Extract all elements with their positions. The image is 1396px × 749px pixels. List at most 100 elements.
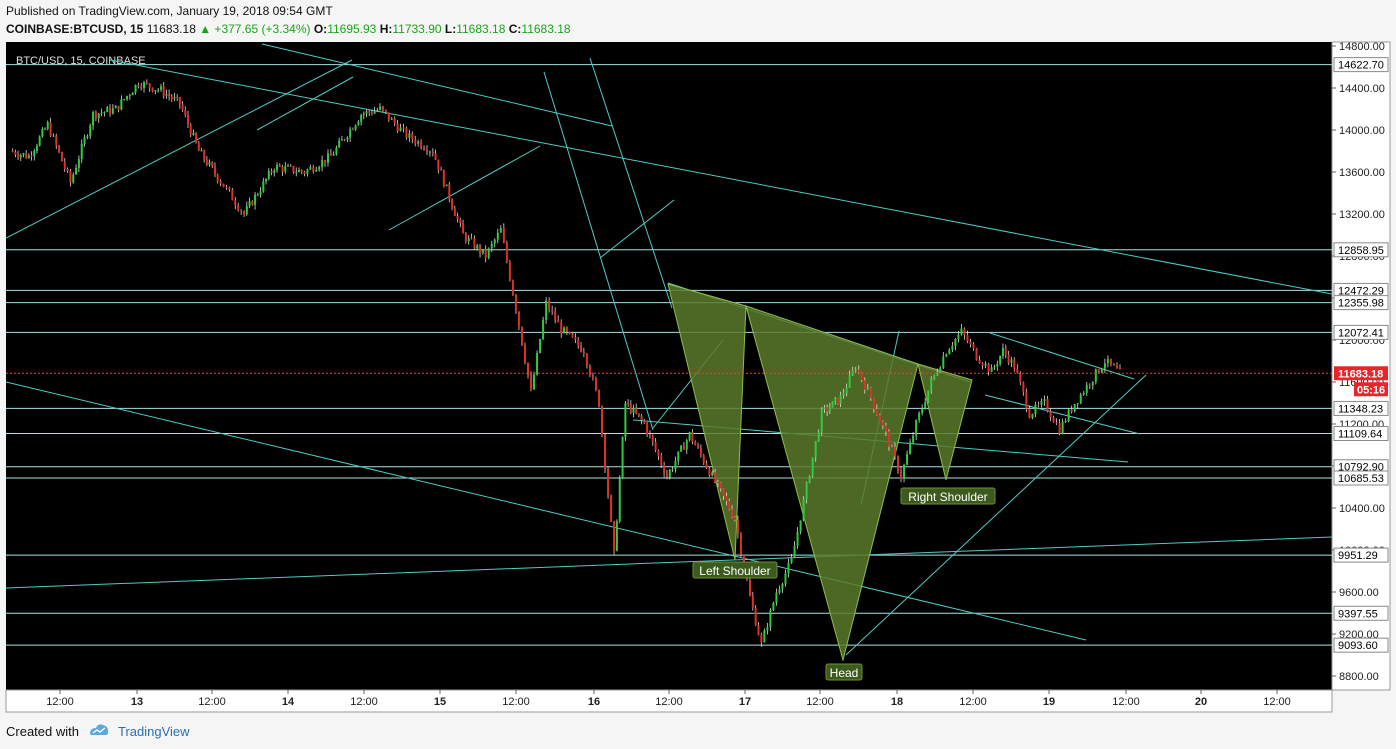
candle-body[interactable]: [148, 83, 151, 88]
candle-body[interactable]: [97, 113, 100, 119]
candle-body[interactable]: [83, 137, 86, 144]
candle-body[interactable]: [514, 295, 517, 312]
candle-body[interactable]: [918, 413, 921, 421]
candle-body[interactable]: [219, 181, 222, 184]
candle-body[interactable]: [1031, 414, 1034, 418]
candle-body[interactable]: [714, 472, 717, 482]
candle-body[interactable]: [963, 328, 966, 336]
candle-body[interactable]: [763, 630, 766, 643]
candle-body[interactable]: [225, 187, 228, 189]
candle-body[interactable]: [109, 107, 112, 114]
candle-body[interactable]: [479, 245, 482, 254]
candle-body[interactable]: [960, 328, 963, 335]
candle-body[interactable]: [708, 468, 711, 476]
candle-body[interactable]: [476, 245, 479, 249]
candle-body[interactable]: [1049, 411, 1052, 418]
candle-body[interactable]: [240, 210, 243, 212]
trend-line[interactable]: [599, 199, 675, 259]
candle-body[interactable]: [984, 363, 987, 366]
candle-body[interactable]: [203, 150, 206, 160]
candle-body[interactable]: [530, 375, 533, 390]
candle-body[interactable]: [80, 143, 83, 160]
candle-body[interactable]: [629, 403, 632, 413]
candle-body[interactable]: [145, 82, 148, 84]
annotation-box[interactable]: [900, 487, 996, 505]
candle-body[interactable]: [751, 595, 754, 608]
candle-body[interactable]: [100, 112, 103, 114]
candle-body[interactable]: [338, 140, 341, 148]
price-axis[interactable]: [1331, 41, 1391, 691]
candle-body[interactable]: [604, 434, 607, 469]
candle-body[interactable]: [1010, 359, 1013, 363]
candle-body[interactable]: [848, 374, 851, 388]
trend-line[interactable]: [845, 374, 1147, 656]
candle-body[interactable]: [954, 339, 957, 346]
candle-body[interactable]: [903, 464, 906, 479]
candle-body[interactable]: [384, 109, 387, 113]
candle-body[interactable]: [613, 521, 616, 551]
candle-body[interactable]: [1001, 347, 1004, 356]
candle-body[interactable]: [657, 450, 660, 457]
candle-body[interactable]: [66, 168, 69, 171]
candle-body[interactable]: [467, 237, 470, 242]
candle-body[interactable]: [365, 111, 368, 114]
candle-body[interactable]: [1007, 354, 1010, 363]
candle-body[interactable]: [176, 97, 179, 99]
candle-body[interactable]: [340, 139, 343, 141]
candle-body[interactable]: [594, 378, 597, 391]
candle-body[interactable]: [688, 432, 691, 441]
head-shape[interactable]: [745, 305, 919, 662]
candle-body[interactable]: [548, 300, 551, 310]
candle-body[interactable]: [329, 153, 332, 156]
candle-body[interactable]: [103, 111, 106, 113]
candle-body[interactable]: [189, 124, 192, 135]
candle-body[interactable]: [582, 351, 585, 354]
candle-body[interactable]: [936, 372, 939, 375]
candle-body[interactable]: [601, 406, 603, 435]
candle-body[interactable]: [58, 145, 61, 153]
candle-body[interactable]: [749, 580, 751, 596]
candle-body[interactable]: [168, 94, 171, 97]
candle-body[interactable]: [160, 86, 163, 90]
candle-body[interactable]: [52, 135, 55, 137]
candle-body[interactable]: [560, 322, 563, 334]
candle-body[interactable]: [1067, 409, 1070, 422]
candle-body[interactable]: [618, 478, 621, 522]
candle-body[interactable]: [674, 461, 677, 470]
candle-body[interactable]: [682, 445, 685, 450]
candle-body[interactable]: [1082, 392, 1085, 395]
candle-body[interactable]: [259, 191, 262, 195]
candle-body[interactable]: [1055, 422, 1058, 424]
candle-body[interactable]: [627, 402, 630, 404]
candle-body[interactable]: [760, 634, 763, 643]
candle-body[interactable]: [414, 139, 417, 144]
candle-body[interactable]: [554, 311, 557, 320]
candle-body[interactable]: [1076, 403, 1079, 405]
candle-body[interactable]: [930, 378, 933, 391]
candle-body[interactable]: [869, 387, 872, 399]
candle-body[interactable]: [312, 166, 315, 172]
candle-body[interactable]: [981, 363, 984, 366]
candle-body[interactable]: [393, 118, 396, 124]
candle-body[interactable]: [1070, 409, 1073, 412]
candle-body[interactable]: [915, 420, 918, 436]
candle-body[interactable]: [1013, 359, 1016, 369]
candle-body[interactable]: [993, 366, 996, 368]
candle-body[interactable]: [1064, 421, 1067, 423]
candle-body[interactable]: [972, 344, 975, 349]
candle-body[interactable]: [1079, 394, 1082, 404]
candle-body[interactable]: [1043, 398, 1046, 402]
candle-body[interactable]: [499, 227, 502, 233]
candle-body[interactable]: [828, 407, 831, 412]
candle-body[interactable]: [845, 387, 848, 393]
candle-body[interactable]: [725, 495, 728, 502]
candle-body[interactable]: [1052, 417, 1055, 423]
candle-body[interactable]: [772, 602, 775, 610]
candle-body[interactable]: [106, 107, 109, 112]
candle-body[interactable]: [831, 401, 834, 408]
candle-body[interactable]: [1100, 368, 1103, 373]
candle-body[interactable]: [86, 135, 89, 138]
left-shoulder-shape[interactable]: [667, 283, 747, 561]
candle-body[interactable]: [517, 311, 520, 327]
